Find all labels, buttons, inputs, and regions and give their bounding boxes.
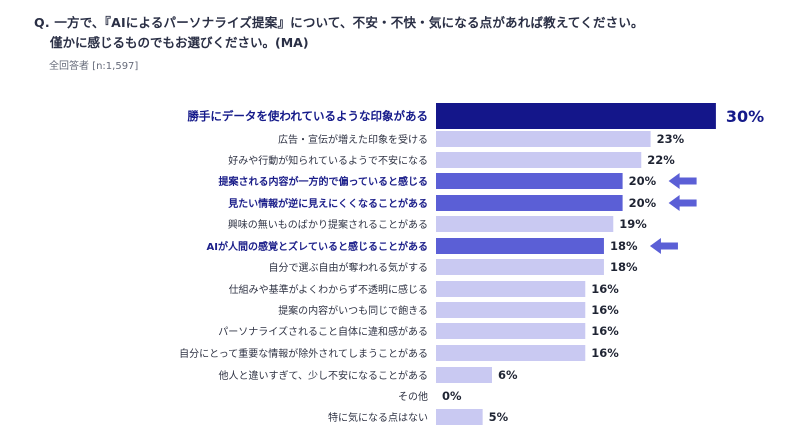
category-label-1: 勝手にデータを使われているような印象がある (187, 109, 428, 123)
bar-7 (436, 238, 604, 254)
category-label-4: 提案される内容が一方的で偏っていると感じる (219, 175, 429, 188)
category-label-15: 特に気になる点はない (328, 411, 428, 424)
respondent-base: 全回答者 [n:1,597] (49, 61, 139, 72)
value-label-5: 20% (629, 196, 657, 210)
value-label-12: 16% (591, 346, 619, 360)
bar-12 (436, 345, 586, 361)
bar-13 (436, 367, 492, 383)
category-label-10: 提案の内容がいつも同じで飽きる (278, 304, 428, 317)
emphasis-arrow-icon (649, 238, 678, 254)
value-label-4: 20% (629, 174, 657, 188)
category-label-8: 自分で選ぶ自由が奪われる気がする (269, 261, 429, 274)
category-label-6: 興味の無いものばかり提案されることがある (228, 218, 428, 231)
category-label-14: その他 (398, 390, 428, 403)
value-label-15: 5% (489, 410, 509, 424)
bar-6 (436, 216, 614, 232)
bar-10 (436, 302, 586, 318)
value-label-1: 30% (726, 107, 764, 126)
value-label-6: 19% (619, 217, 647, 231)
value-label-14: 0% (442, 389, 462, 403)
question-line-1: Q. 一方で、『AIによるパーソナライズ提案』について、不安・不快・気になる点が… (34, 15, 644, 30)
bar-15 (436, 409, 483, 425)
bar-8 (436, 259, 604, 275)
emphasis-arrow-icon (668, 195, 697, 211)
bar-1 (436, 103, 716, 129)
value-label-7: 18% (610, 239, 638, 253)
value-label-11: 16% (591, 324, 619, 338)
emphasis-arrow-icon (668, 173, 697, 189)
category-label-7: AIが人間の感覚とズレていると感じることがある (207, 240, 428, 253)
bar-9 (436, 281, 586, 297)
value-label-10: 16% (591, 303, 619, 317)
bar-11 (436, 323, 586, 339)
category-label-5: 見たい情報が逆に見えにくくなることがある (227, 197, 428, 210)
bar-3 (436, 152, 642, 168)
value-label-3: 22% (647, 153, 675, 167)
value-label-8: 18% (610, 260, 638, 274)
bar-2 (436, 131, 651, 147)
bar-5 (436, 195, 623, 211)
category-label-11: パーソナライズされること自体に違和感がある (218, 325, 428, 338)
value-label-2: 23% (657, 132, 685, 146)
category-label-9: 仕組みや基準がよくわからず不透明に感じる (229, 283, 428, 296)
category-label-13: 他人と違いすぎて、少し不安になることがある (219, 369, 429, 382)
value-label-13: 6% (498, 368, 518, 382)
category-label-2: 広告・宣伝が増えた印象を受ける (278, 133, 428, 146)
value-label-9: 16% (591, 282, 619, 296)
bar-4 (436, 173, 623, 189)
category-label-3: 好みや行動が知られているようで不安になる (228, 154, 428, 167)
category-label-12: 自分にとって重要な情報が除外されてしまうことがある (179, 347, 428, 360)
question-line-2: 僅かに感じるものでもお選びください。(MA) (50, 35, 309, 50)
